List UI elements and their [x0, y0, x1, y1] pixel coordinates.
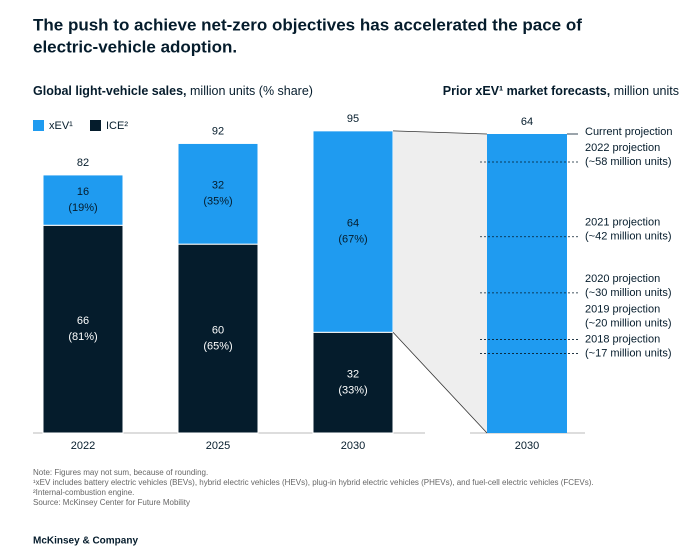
value-label: 64	[347, 217, 359, 229]
subtitle-bold: Global light-vehicle sales,	[33, 84, 187, 98]
x-tick-label: 2030	[341, 440, 365, 452]
bar-segment	[42, 174, 124, 226]
bar-segment	[42, 224, 124, 434]
projection-label: 2018 projection	[585, 333, 660, 345]
subtitle-rest: million units	[610, 84, 679, 98]
value-label: 32	[212, 180, 224, 192]
value-label: 16	[77, 186, 89, 198]
connector-line	[392, 130, 488, 135]
value-label: 32	[347, 369, 359, 381]
total-label: 95	[347, 113, 359, 125]
note: Source: McKinsey Center for Future Mobil…	[33, 498, 190, 507]
projection-detail: (~30 million units)	[585, 287, 672, 299]
projection-detail: (~17 million units)	[585, 347, 672, 359]
share-label: (65%)	[203, 340, 232, 352]
note: ²Internal-combustion engine.	[33, 488, 134, 497]
subtitle: Global light-vehicle sales, million unit…	[33, 84, 313, 98]
projection-label: 2022 projection	[585, 142, 660, 154]
bar-segment	[177, 243, 259, 434]
note: Note: Figures may not sum, because of ro…	[33, 468, 208, 477]
subtitle-bold: Prior xEV¹ market forecasts,	[443, 84, 610, 98]
connector	[393, 130, 487, 433]
share-label: (33%)	[338, 385, 367, 397]
bar-segment	[312, 331, 394, 434]
projection-label: Current projection	[585, 126, 672, 138]
total-label: 82	[77, 157, 89, 169]
connector-line	[392, 332, 488, 434]
title: electric-vehicle adoption.	[33, 37, 237, 56]
projection-detail: (~20 million units)	[585, 317, 672, 329]
legend-swatch	[33, 120, 44, 131]
projection-detail: (~42 million units)	[585, 231, 672, 243]
legend-label: ICE²	[106, 120, 128, 132]
total-label: 92	[212, 125, 224, 137]
footer: McKinsey & Company	[33, 536, 138, 547]
x-tick-label: 2030	[515, 440, 539, 452]
projection-label: 2021 projection	[585, 217, 660, 229]
share-label: (35%)	[203, 196, 232, 208]
x-tick-label: 2022	[71, 440, 95, 452]
projection-label: 2019 projection	[585, 303, 660, 315]
bar-segment	[177, 142, 259, 245]
bar-segment	[312, 130, 394, 333]
value-label: 64	[521, 116, 533, 128]
projection-detail: (~58 million units)	[585, 156, 672, 168]
x-tick-label: 2025	[206, 440, 230, 452]
subtitle: Prior xEV¹ market forecasts, million uni…	[443, 84, 679, 98]
share-label: (19%)	[68, 202, 97, 214]
bar	[487, 134, 567, 433]
value-label: 60	[212, 324, 224, 336]
value-label: 66	[77, 315, 89, 327]
legend-label: xEV¹	[49, 120, 73, 132]
share-label: (81%)	[68, 331, 97, 343]
title: The push to achieve net-zero objectives …	[33, 15, 582, 34]
subtitle-rest: million units (% share)	[187, 84, 313, 98]
note: ¹xEV includes battery electric vehicles …	[33, 478, 594, 487]
legend-swatch	[90, 120, 101, 131]
projection-label: 2020 projection	[585, 273, 660, 285]
share-label: (67%)	[338, 233, 367, 245]
